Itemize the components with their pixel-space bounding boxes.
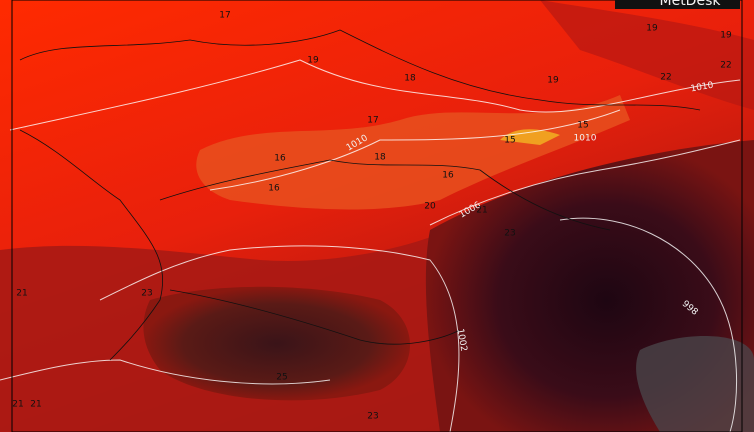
contour-label: 1002 [455, 328, 469, 352]
contour-label: 23 [504, 229, 515, 239]
contour-label: 22 [720, 61, 731, 71]
contour-label: 19 [720, 31, 732, 41]
contour-label: 16 [442, 171, 454, 181]
contour-label: 15 [577, 121, 588, 131]
map-frame [11, 0, 743, 432]
contour-label: 22 [660, 73, 671, 83]
contour-label: 19 [307, 56, 319, 66]
contour-label: 18 [374, 153, 386, 163]
contour-label: 20 [424, 202, 436, 212]
contour-label: 19 [646, 24, 658, 34]
coastlines [19, 29, 701, 361]
contour-label: 23 [141, 289, 152, 299]
contour-label: 21 [16, 289, 27, 299]
contour-label: 18 [404, 74, 416, 84]
contour-label: 25 [276, 373, 287, 383]
contour-label: 15 [504, 136, 515, 146]
logo: MetDesk [660, 0, 722, 9]
logo-box [615, 0, 740, 9]
contour-label: 23 [367, 412, 378, 422]
contour-label: 16 [274, 154, 286, 164]
contour-label: 17 [219, 11, 230, 21]
contour-label: 1010 [690, 81, 715, 95]
contour-label: 19 [547, 76, 559, 86]
contour-label: 21 [12, 400, 23, 410]
contour-label: 21 [30, 400, 41, 410]
isobars [0, 59, 741, 432]
contour-label: 17 [367, 116, 378, 126]
contour-label: 1010 [574, 134, 597, 144]
contour-label: 16 [268, 184, 280, 194]
contour-label: 21 [476, 206, 487, 216]
